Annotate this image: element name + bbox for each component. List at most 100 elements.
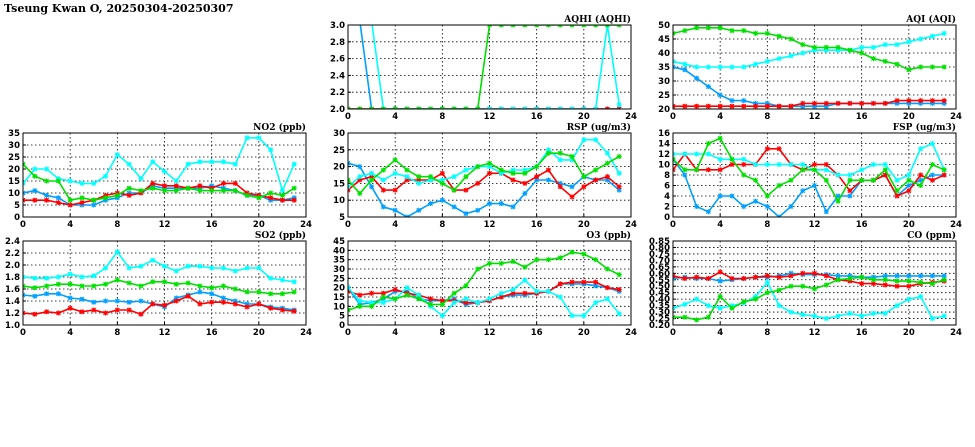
data-point (604, 174, 610, 180)
data-point (835, 172, 841, 178)
data-point (616, 154, 622, 160)
data-point (380, 187, 386, 193)
data-point (557, 294, 563, 300)
data-point (103, 195, 109, 201)
data-point (256, 265, 262, 271)
data-point (705, 209, 711, 215)
x-tick-label: 12 (159, 220, 171, 230)
data-point (126, 161, 132, 167)
data-point (604, 266, 610, 272)
data-point (800, 283, 806, 289)
data-point (291, 161, 297, 167)
data-point (729, 156, 735, 162)
data-point (291, 308, 297, 314)
y-tick-label: 10 (8, 189, 20, 199)
data-point (906, 67, 912, 73)
data-point (244, 289, 250, 295)
data-point (91, 307, 97, 313)
data-point (185, 293, 191, 299)
data-point (451, 290, 457, 296)
data-point (32, 293, 38, 299)
y-tick-label: 0.75 (649, 250, 670, 260)
data-point (941, 273, 947, 279)
data-point (569, 194, 575, 200)
data-point (197, 188, 203, 194)
x-tick-label: 24 (950, 220, 962, 230)
data-point (232, 161, 238, 167)
y-tick-label: 12 (658, 150, 670, 160)
data-point (823, 100, 829, 106)
y-tick-label: 5 (14, 201, 20, 211)
x-tick-label: 20 (578, 220, 590, 230)
data-point (776, 103, 782, 109)
data-point (823, 273, 829, 279)
data-point (741, 103, 747, 109)
data-point (150, 185, 156, 191)
data-point (103, 298, 109, 304)
y-tick-label: 45 (658, 35, 670, 45)
data-point (220, 159, 226, 165)
data-point (776, 33, 782, 39)
data-point (764, 58, 770, 64)
plot-frame (672, 240, 957, 326)
data-point (776, 162, 782, 167)
data-point (604, 296, 610, 302)
data-point (694, 274, 700, 280)
data-point (894, 42, 900, 48)
data-point (173, 298, 179, 304)
x-tick-label: 4 (67, 328, 73, 338)
data-point (604, 285, 610, 291)
y-tick-label: 10 (658, 161, 670, 171)
data-point (439, 298, 445, 304)
series-line-s3 (673, 32, 945, 68)
data-point (522, 180, 528, 186)
data-point (510, 287, 516, 293)
data-point (416, 180, 422, 186)
data-point (753, 30, 759, 36)
data-point (812, 183, 817, 188)
data-point (55, 310, 61, 316)
data-point (162, 168, 167, 174)
data-point (103, 265, 109, 271)
data-point (941, 313, 947, 319)
data-point (581, 137, 587, 143)
data-point (114, 277, 120, 283)
y-tick-label: 3.0 (330, 21, 345, 31)
data-point (173, 188, 179, 194)
data-point (557, 281, 563, 287)
data-point (522, 277, 528, 283)
data-point (428, 174, 434, 180)
plot-title: CO (ppm) (907, 230, 956, 241)
x-tick-label: 8 (764, 328, 770, 338)
data-point (870, 274, 876, 280)
data-point (487, 201, 492, 207)
data-point (173, 183, 179, 189)
data-point (894, 188, 900, 194)
y-tick-label: 45 (333, 237, 345, 247)
data-point (185, 280, 191, 286)
y-tick-label: 2.0 (5, 261, 20, 271)
data-point (557, 255, 563, 261)
data-point (55, 274, 61, 280)
data-point (581, 313, 587, 319)
data-point (557, 180, 563, 186)
data-point (380, 290, 386, 296)
data-point (870, 162, 876, 167)
data-point (510, 290, 516, 296)
data-point (91, 197, 97, 203)
data-point (357, 164, 363, 170)
y-tick-label: 25 (8, 153, 20, 163)
data-point (918, 279, 924, 285)
data-point (823, 316, 829, 322)
data-point (705, 275, 711, 281)
data-point (268, 190, 274, 196)
data-point (475, 180, 481, 186)
data-point (906, 283, 912, 289)
y-tick-label: 40 (658, 49, 670, 59)
data-point (44, 291, 50, 297)
data-point (682, 28, 688, 34)
data-point (741, 299, 747, 305)
data-point (823, 167, 829, 173)
data-point (150, 301, 156, 307)
series-line-s1 (673, 272, 945, 282)
